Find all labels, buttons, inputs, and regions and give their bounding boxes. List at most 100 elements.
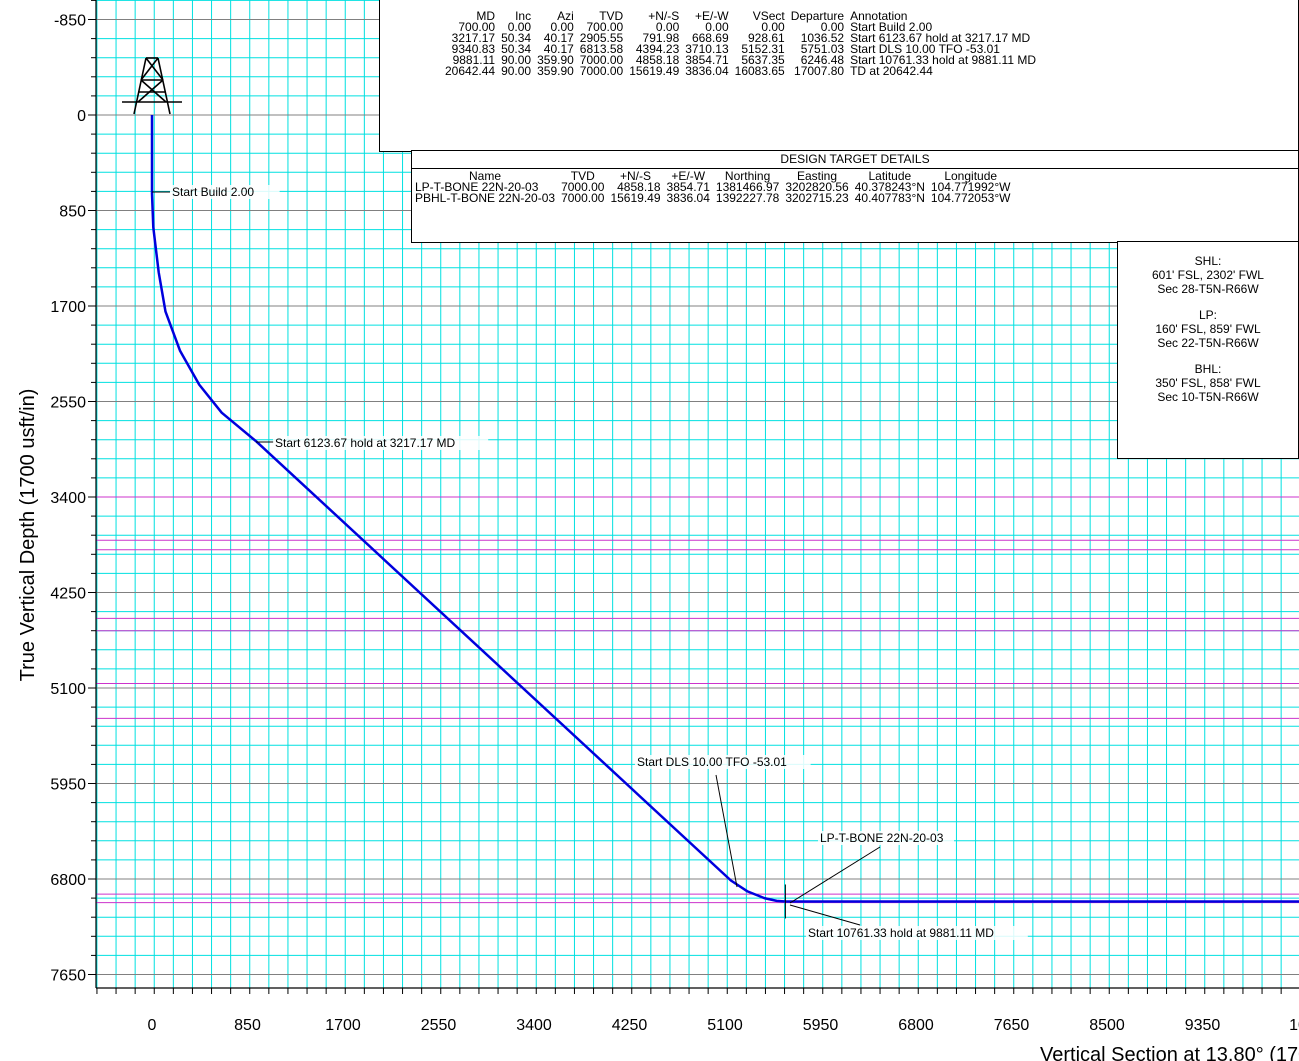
y-tick-label: 0 bbox=[77, 108, 86, 125]
survey-table: MD Inc Azi TVD +N/-S +E/-W VSect Departure Annot… bbox=[442, 9, 1039, 78]
location-spacer bbox=[1118, 350, 1298, 362]
design-target-header-cell: +N/-S bbox=[619, 169, 651, 183]
location-line1: 601' FSL, 2302' FWL bbox=[1152, 268, 1264, 282]
x-tick-label: 3400 bbox=[516, 1017, 552, 1034]
survey-header-cell: Departure bbox=[790, 9, 845, 23]
design-target-cell: LP-T-BONE 22N-20-03 bbox=[415, 180, 539, 194]
survey-body: 700.00 0.00 0.00 700.00 0.00 0.00 0.00 0.00 Star… bbox=[442, 20, 1039, 78]
y-tick-label: 6800 bbox=[50, 872, 86, 889]
location-label: LP: bbox=[1198, 308, 1217, 322]
design-target-box: DESIGN TARGET DETAILS Name TVD +N/-S +E/-W N… bbox=[411, 150, 1299, 243]
survey-cell: 16083.65 bbox=[734, 64, 785, 78]
annotation-label: Start DLS 10.00 TFO -53.01 bbox=[637, 755, 787, 769]
design-target-header-cell: TVD bbox=[570, 169, 595, 183]
axes: -850 0 850 1700 2550 3400 4250 5100 5950 6800 7650… bbox=[50, 0, 1299, 1034]
design-target-header-cell: Latitude bbox=[868, 169, 912, 183]
rig-icon bbox=[122, 57, 182, 115]
survey-cell: 6813.58 bbox=[579, 42, 624, 56]
survey-header-cell: MD bbox=[476, 9, 496, 23]
survey-cell: 40.17 bbox=[543, 42, 574, 56]
survey-cell: 90.00 bbox=[501, 53, 532, 67]
rig-strut bbox=[133, 57, 147, 115]
survey-row: 20642.44 90.00 359.90 7000.00 15619.49 3836.0… bbox=[442, 64, 1039, 78]
x-tick-label: 5100 bbox=[707, 1017, 743, 1034]
design-target-cell: 3836.04 bbox=[666, 191, 710, 205]
design-target-table: Name TVD +N/-S +E/-W Northing Easting Latitude… bbox=[412, 169, 1013, 205]
y-tick-label: 2550 bbox=[50, 395, 86, 412]
survey-cell: 4394.23 bbox=[635, 42, 680, 56]
rig-strut bbox=[145, 57, 164, 81]
location-legend-box: SHL: 601' FSL, 2302' FWL Sec 28-T5N-R66W LP… bbox=[1117, 241, 1299, 459]
annotation-leader bbox=[789, 904, 861, 926]
location-line1: 350' FSL, 858' FWL bbox=[1155, 376, 1261, 390]
y-tick-label: 7650 bbox=[50, 968, 86, 985]
annotation-bg bbox=[635, 755, 811, 769]
y-tick-label: 3400 bbox=[50, 490, 86, 507]
survey-cell: 6246.48 bbox=[800, 53, 845, 67]
design-target-header-cell: Easting bbox=[797, 169, 838, 183]
survey-cell: 20642.44 bbox=[445, 64, 496, 78]
survey-cell: TD at 20642.44 bbox=[850, 64, 933, 78]
x-tick-label: 850 bbox=[234, 1017, 261, 1034]
survey-cell: 15619.49 bbox=[629, 64, 680, 78]
y-tick-label: 850 bbox=[59, 204, 86, 221]
x-tick-label: 0 bbox=[148, 1017, 157, 1034]
survey-header-cell: +N/-S bbox=[648, 9, 680, 23]
design-target-cell: 15619.49 bbox=[610, 191, 661, 205]
design-target-row: LP-T-BONE 22N-20-03 7000.00 4858.18 3854.71… bbox=[412, 180, 1013, 194]
survey-cell: 0.00 bbox=[655, 20, 680, 34]
survey-row: 700.00 0.00 0.00 700.00 0.00 0.00 0.00 0.00 Star… bbox=[442, 20, 1039, 34]
survey-cell: 359.90 bbox=[537, 53, 574, 67]
survey-header-cell: TVD bbox=[599, 9, 624, 23]
survey-cell: 2905.55 bbox=[579, 31, 624, 45]
survey-row: 9340.83 50.34 40.17 6813.58 4394.23 3710.13 51… bbox=[442, 42, 1039, 56]
survey-cell: 90.00 bbox=[501, 64, 532, 78]
annotations: Start Build 2.00 Start 6123.67 hold at 32… bbox=[152, 185, 1028, 940]
annotation-bg bbox=[273, 436, 489, 450]
wellpath-layer bbox=[150, 115, 1299, 919]
survey-cell: 3836.04 bbox=[685, 64, 729, 78]
x-tick-label: 6800 bbox=[898, 1017, 934, 1034]
survey-cell: 668.69 bbox=[691, 31, 729, 45]
survey-cell: 700.00 bbox=[586, 20, 624, 34]
design-target-cell: 40.378243°N bbox=[854, 180, 925, 194]
design-target-cell: 3202820.56 bbox=[785, 180, 849, 194]
survey-cell: 928.61 bbox=[748, 31, 785, 45]
x-tick-label: 7650 bbox=[994, 1017, 1030, 1034]
survey-cell: 7000.00 bbox=[579, 64, 624, 78]
location-label: SHL: bbox=[1194, 254, 1222, 268]
survey-cell: 7000.00 bbox=[579, 53, 624, 67]
survey-header-row: MD Inc Azi TVD +N/-S +E/-W VSect Departure Annot… bbox=[442, 9, 1039, 23]
location-line2: Sec 10-T5N-R66W bbox=[1157, 390, 1259, 404]
design-target-cell: 7000.00 bbox=[561, 191, 605, 205]
annotation-label: Start 10761.33 hold at 9881.11 MD bbox=[808, 926, 994, 940]
survey-cell: 3217.17 bbox=[451, 31, 496, 45]
x-tick-label: 9350 bbox=[1185, 1017, 1221, 1034]
survey-cell: Start 6123.67 hold at 3217.17 MD bbox=[850, 31, 1031, 45]
rig-strut bbox=[137, 79, 164, 103]
survey-cell: 5637.35 bbox=[741, 53, 785, 67]
x-tick-label: 8500 bbox=[1089, 1017, 1125, 1034]
design-target-header-cell: Name bbox=[469, 169, 502, 183]
annotation-label: LP-T-BONE 22N-20-03 bbox=[820, 831, 944, 845]
rig-strut bbox=[140, 57, 159, 81]
design-target-cell: 3202715.23 bbox=[785, 191, 849, 205]
annotation-bg bbox=[818, 831, 954, 845]
design-target-body: LP-T-BONE 22N-20-03 7000.00 4858.18 3854.71… bbox=[412, 180, 1013, 205]
annotation-label: Start 6123.67 hold at 3217.17 MD bbox=[275, 436, 455, 450]
survey-header-cell: +E/-W bbox=[694, 9, 729, 23]
design-target-cell: 3854.71 bbox=[666, 180, 710, 194]
y-tick-label: -850 bbox=[54, 13, 86, 30]
location-line2: Sec 28-T5N-R66W bbox=[1157, 282, 1259, 296]
y-tick-label: 5100 bbox=[50, 681, 86, 698]
design-target-cell: 1392227.78 bbox=[715, 191, 780, 205]
design-target-cell: 104.771992°W bbox=[930, 180, 1011, 194]
survey-cell: 0.00 bbox=[507, 20, 532, 34]
survey-cell: 3854.71 bbox=[685, 53, 729, 67]
design-target-cell: 1381466.97 bbox=[715, 180, 780, 194]
survey-cell: 40.17 bbox=[543, 31, 574, 45]
survey-cell: 1036.52 bbox=[800, 31, 845, 45]
survey-cell: 9881.11 bbox=[452, 53, 496, 67]
x-tick-label: 2550 bbox=[421, 1017, 457, 1034]
wellpath-line bbox=[150, 115, 1299, 903]
